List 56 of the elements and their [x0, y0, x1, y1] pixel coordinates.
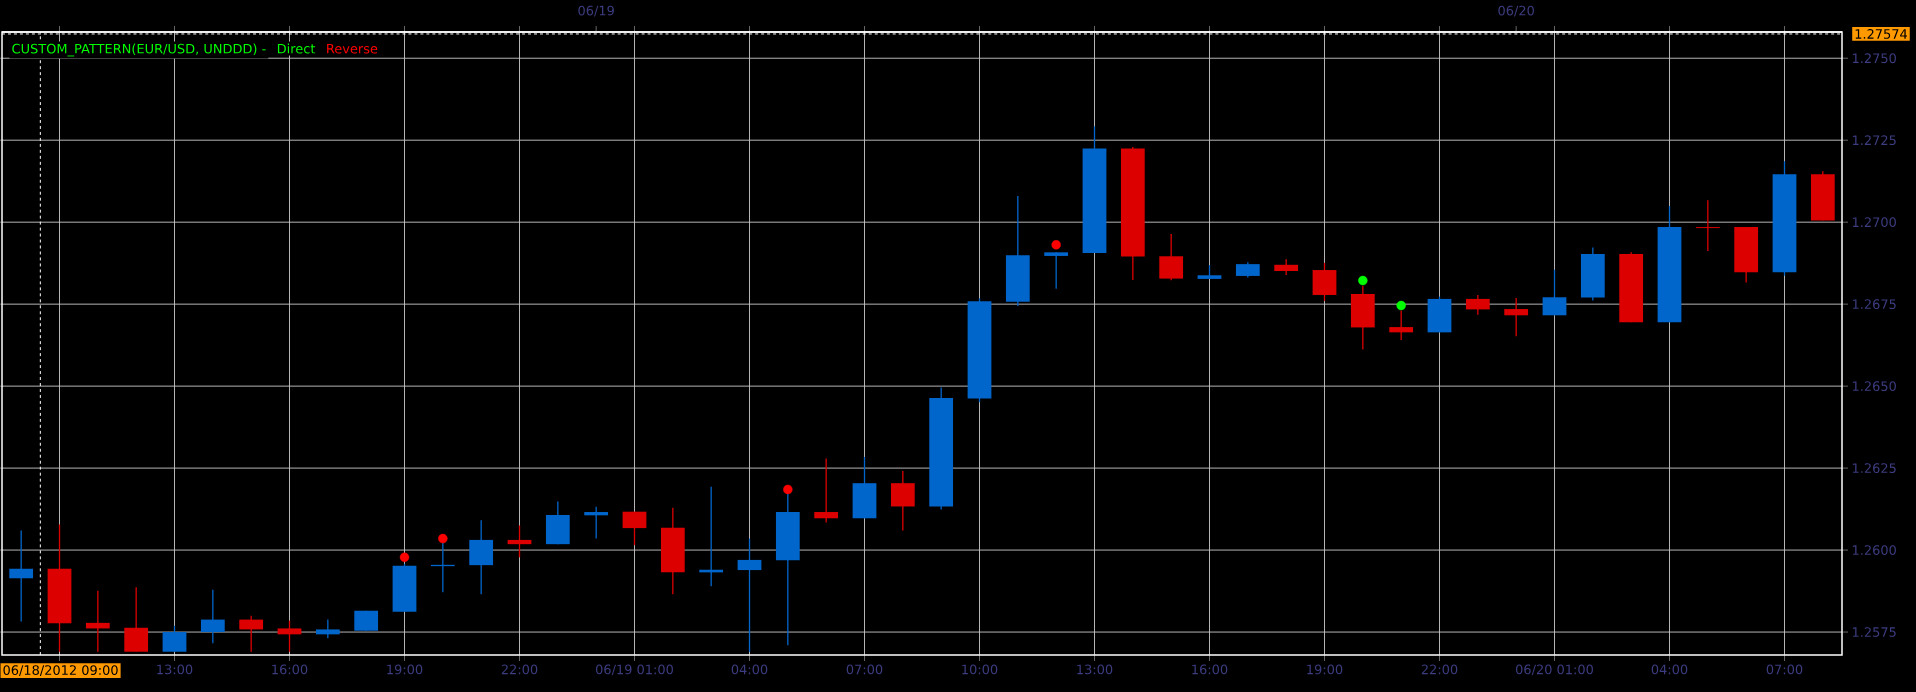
candlestick [9, 529, 34, 623]
candlestick [1044, 251, 1069, 290]
candlestick [1695, 199, 1720, 252]
point [399, 552, 410, 562]
y-tick-label: 1.2750 [1852, 53, 1896, 64]
x-tick-label: 06/20 01:00 [1515, 664, 1593, 676]
x-tick-label: 16:00 [1192, 664, 1228, 675]
x-tick-label: 19:00 [387, 664, 423, 675]
ref-line-label: 06/18/2012 09:00 [3, 665, 118, 677]
y-tick-label: 1.2650 [1852, 381, 1896, 392]
x2-tick-label: 06/20 [1498, 5, 1534, 17]
x-tick-label: 19:00 [1307, 664, 1343, 675]
x-tick-label: 04:00 [1651, 664, 1688, 675]
candlestick [1542, 269, 1567, 316]
candlestick [1159, 233, 1184, 281]
candlestick [814, 457, 839, 524]
point [1396, 300, 1406, 311]
candlestick [622, 511, 647, 546]
text: Direct [277, 43, 316, 54]
candlestick [584, 506, 609, 540]
y-tick-label: 1.2575 [1852, 627, 1896, 637]
candlestick [890, 470, 915, 532]
candlestick [200, 589, 225, 644]
candlestick [124, 586, 149, 653]
candlestick [239, 615, 264, 653]
x-tick-label: 22:00 [501, 664, 538, 675]
text: Reverse [327, 43, 378, 54]
candlestick [277, 619, 302, 653]
x-tick-label: 04:00 [731, 664, 768, 675]
candlestick [737, 537, 762, 653]
x-tick-label: 10:00 [962, 664, 998, 675]
y-tick-label: 1.2725 [1852, 135, 1896, 146]
candlestick [1465, 294, 1490, 316]
x2-tick-label: 06/19 [578, 5, 614, 17]
point [1358, 275, 1368, 286]
candlestick [507, 524, 532, 558]
x-tick-label: 22:00 [1421, 664, 1458, 675]
text: CUSTOM_PATTERN(EUR/USD, UNDDD) - [12, 43, 266, 57]
point [1051, 240, 1061, 250]
candlestick [315, 618, 340, 639]
y-tick-label: 1.2625 [1852, 463, 1896, 473]
candlestick [162, 625, 187, 653]
y-tick-label: 1.2700 [1852, 217, 1896, 228]
x-tick-label: 13:00 [1077, 664, 1113, 675]
y-tick-label: 1.2600 [1852, 545, 1896, 555]
x-tick-label: 06/19 01:00 [595, 664, 673, 676]
candlestick [1504, 297, 1529, 337]
y-tick-label: 1.2675 [1852, 299, 1896, 310]
point [783, 484, 793, 495]
x-tick-label: 13:00 [157, 664, 193, 675]
x-tick-label: 16:00 [272, 664, 308, 675]
ref-line-label: 1.27574 [1855, 29, 1908, 39]
x-tick-label: 07:00 [1766, 664, 1803, 675]
point [438, 533, 448, 544]
x-tick-label: 07:00 [846, 664, 883, 675]
candlestick [85, 590, 110, 653]
